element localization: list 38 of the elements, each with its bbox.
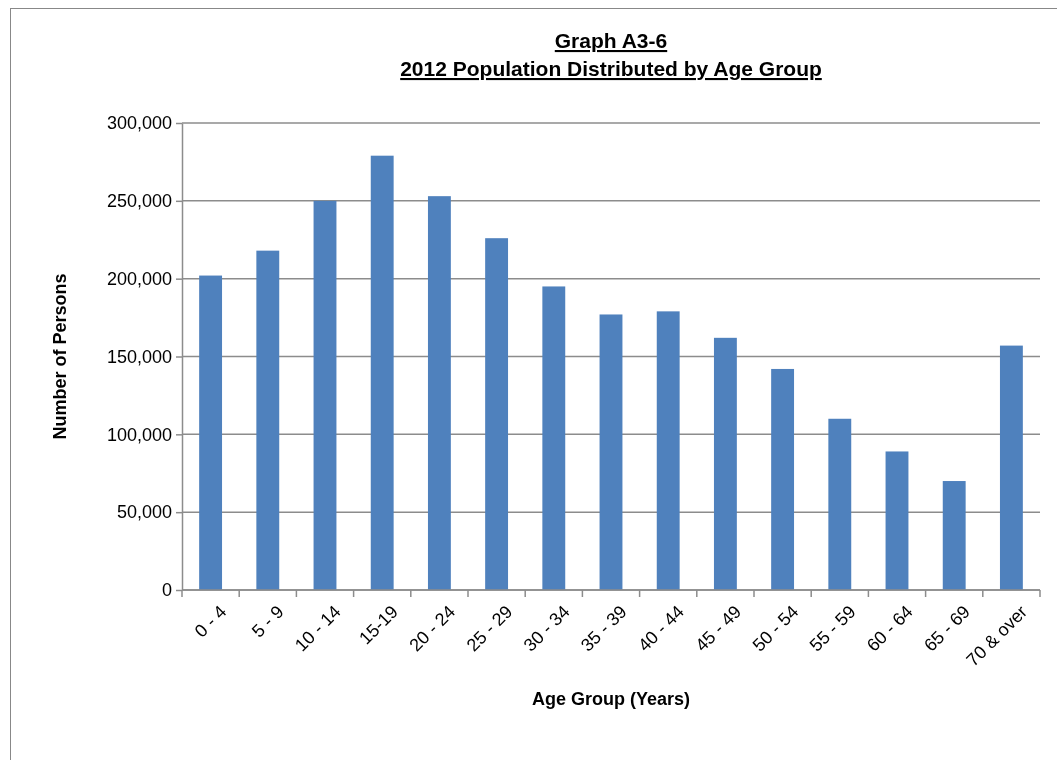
x-tick-label: 10 - 14 bbox=[290, 601, 345, 656]
bar bbox=[599, 314, 623, 590]
bar bbox=[771, 368, 795, 590]
bar bbox=[828, 418, 852, 590]
x-tick-label: 25 - 29 bbox=[462, 601, 517, 656]
bar bbox=[999, 345, 1023, 590]
y-tick-label: 250,000 bbox=[106, 191, 172, 212]
x-tick-label: 20 - 24 bbox=[405, 601, 460, 656]
bar bbox=[542, 286, 566, 590]
y-tick-label: 50,000 bbox=[116, 502, 172, 523]
y-tick-label: 300,000 bbox=[106, 113, 172, 134]
x-tick-label: 55 - 59 bbox=[805, 601, 860, 656]
bar bbox=[199, 275, 223, 590]
bar bbox=[427, 196, 451, 590]
bar bbox=[885, 451, 909, 590]
x-tick-label: 40 - 44 bbox=[634, 601, 688, 656]
x-tick-label: 5 - 9 bbox=[247, 601, 288, 642]
bar bbox=[942, 481, 966, 590]
y-tick-label: 100,000 bbox=[106, 424, 172, 445]
x-axis-title: Age Group (Years) bbox=[531, 689, 691, 709]
bar bbox=[713, 337, 737, 590]
chart-title: Graph A3-6 bbox=[554, 29, 668, 52]
bar bbox=[656, 311, 680, 590]
x-tick-label: 50 - 54 bbox=[748, 601, 803, 656]
chart-subtitle: 2012 Population Distributed by Age Group bbox=[400, 57, 822, 80]
x-tick-label: 30 - 34 bbox=[519, 601, 574, 656]
bar bbox=[313, 200, 337, 590]
bar bbox=[485, 238, 509, 590]
x-tick-label: 45 - 49 bbox=[691, 601, 746, 656]
x-tick-label: 60 - 64 bbox=[862, 601, 917, 656]
y-tick-label: 150,000 bbox=[106, 346, 172, 367]
bar bbox=[370, 155, 394, 590]
bar bbox=[256, 250, 280, 590]
y-tick-label: 200,000 bbox=[106, 268, 172, 289]
x-tick-label: 0 - 4 bbox=[190, 601, 231, 642]
y-tick-label: 0 bbox=[161, 580, 172, 601]
y-axis-title: Number of Persons bbox=[50, 273, 70, 440]
x-tick-label: 35 - 39 bbox=[576, 601, 631, 656]
